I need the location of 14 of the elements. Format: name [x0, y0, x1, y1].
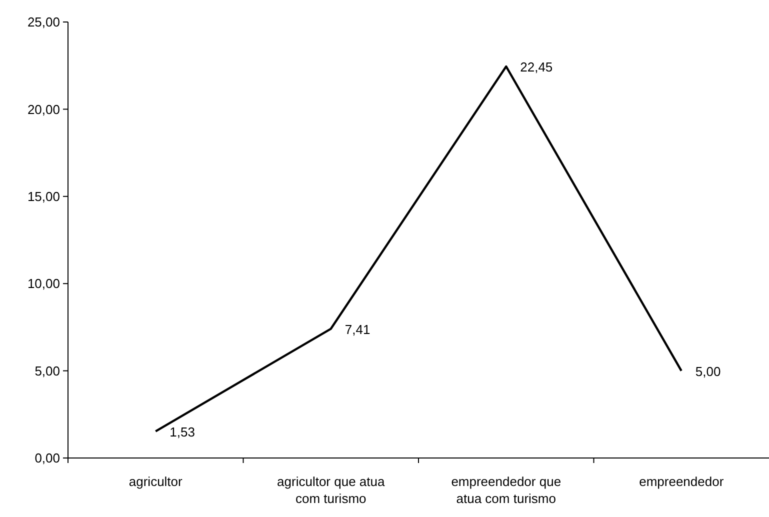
y-tick-label: 20,00	[27, 102, 60, 117]
x-tick-label: empreendedor	[639, 474, 724, 489]
x-tick-label: empreendedor que atua com turismo	[451, 474, 562, 506]
y-tick-label: 10,00	[27, 276, 60, 292]
x-tick-label: agricultor	[128, 474, 184, 489]
x-tick-label: agricultor que atua com turismo	[277, 474, 386, 506]
data-label: 5,00	[695, 364, 721, 379]
data-label: 22,45	[520, 59, 553, 74]
data-label: 1,53	[170, 424, 195, 440]
y-tick-label: 5,00	[34, 363, 60, 378]
y-tick-label: 25,00	[27, 14, 60, 30]
y-tick-label: 0,00	[34, 450, 60, 466]
data-label: 7,41	[344, 322, 370, 337]
y-tick-label: 15,00	[27, 188, 60, 204]
